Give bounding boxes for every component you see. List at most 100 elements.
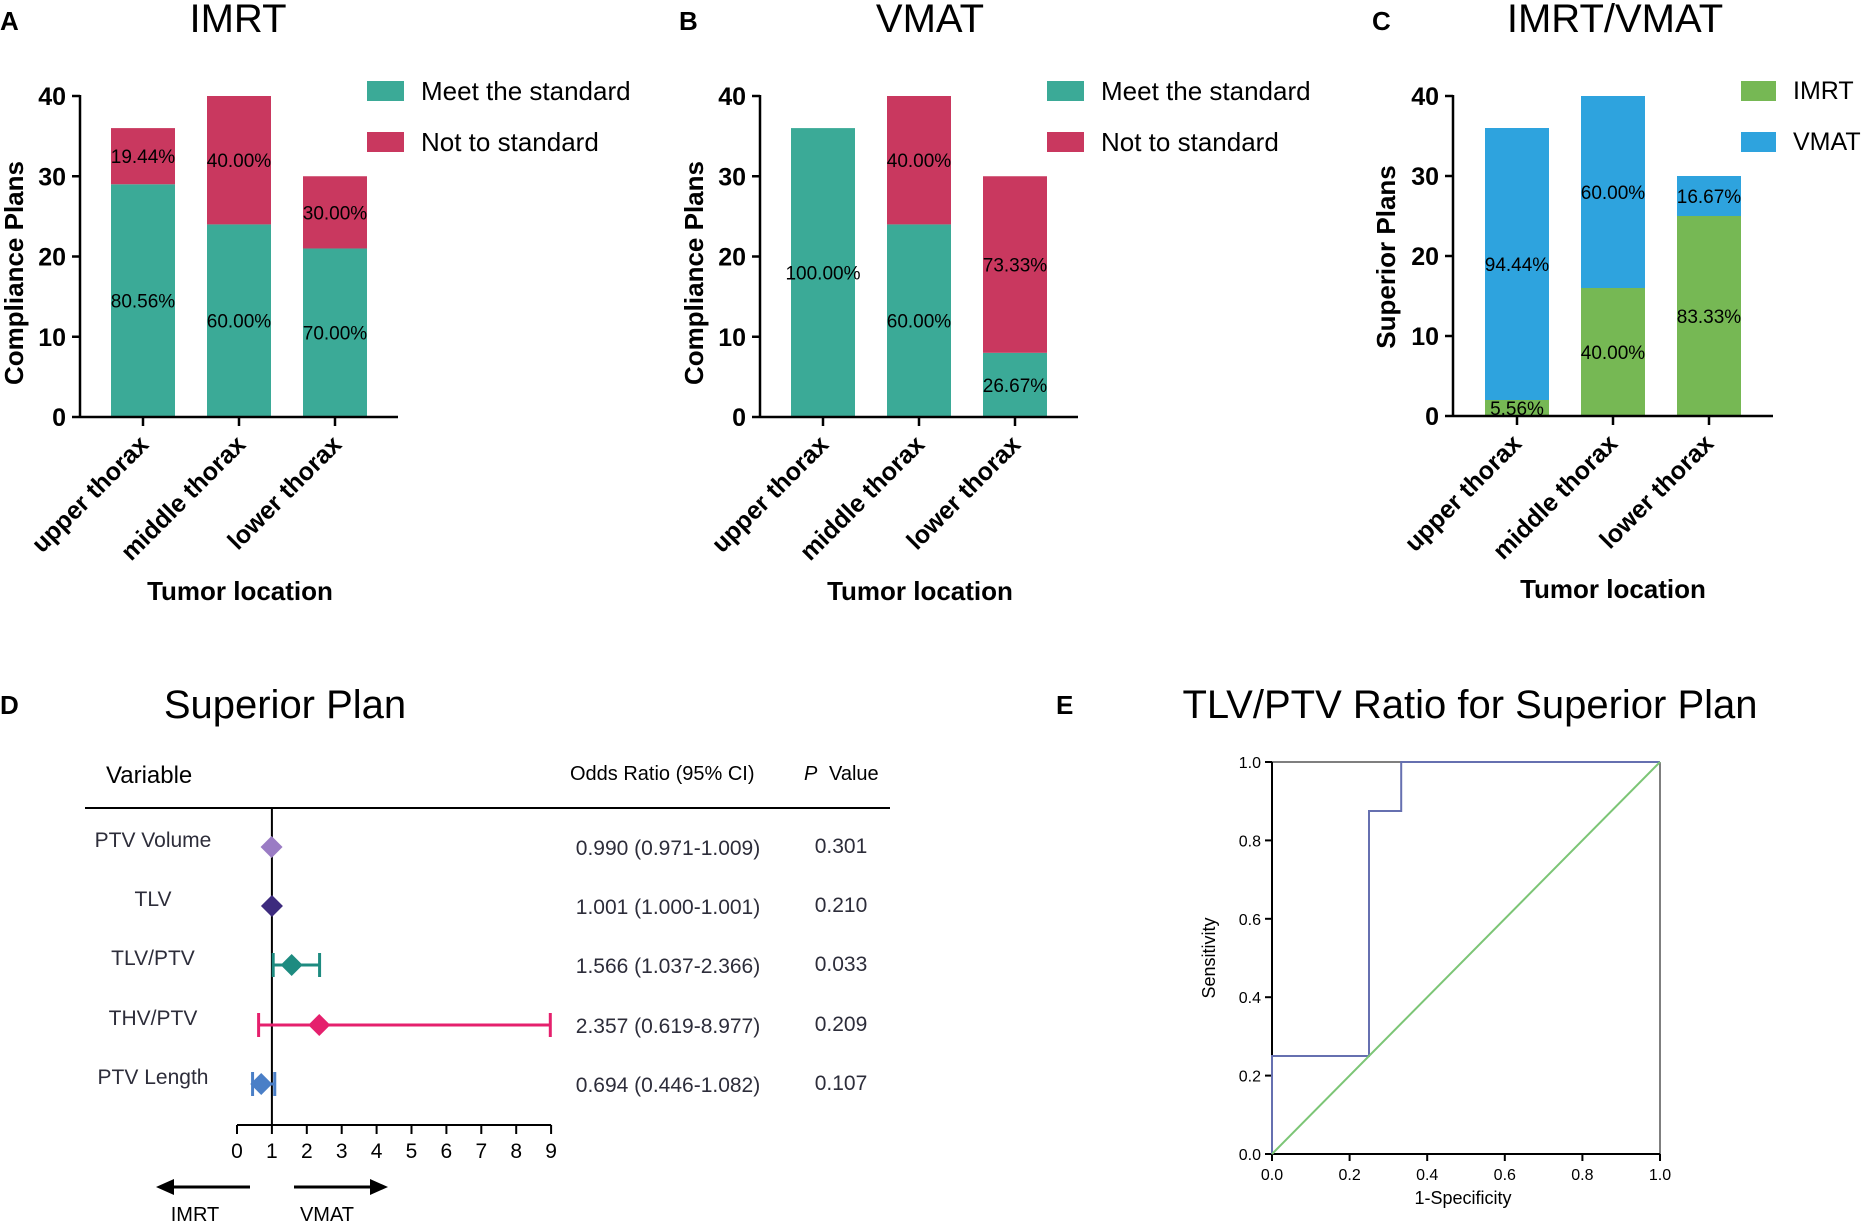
x-axis-label: Tumor location bbox=[827, 576, 1013, 606]
point-estimate bbox=[308, 1014, 331, 1036]
x-tick-label: 1 bbox=[266, 1140, 278, 1163]
chart-title: IMRT/VMAT bbox=[1507, 0, 1723, 41]
odds-ratio-value: 0.990 (0.971-1.009) bbox=[576, 837, 760, 860]
data-label: 5.56% bbox=[1490, 399, 1544, 420]
legend-swatch-meet bbox=[367, 81, 404, 101]
arrow-label-vmat: VMAT bbox=[300, 1204, 354, 1221]
y-axis-label: Superior Plans bbox=[1371, 165, 1401, 349]
p-value: 0.209 bbox=[815, 1013, 868, 1036]
data-label: 73.33% bbox=[983, 256, 1048, 277]
legend-label-vmat: VMAT bbox=[1793, 128, 1861, 156]
bar-not-3 bbox=[303, 176, 367, 249]
x-axis-label: Tumor location bbox=[1520, 574, 1706, 604]
p-value: 0.301 bbox=[815, 835, 868, 858]
bar-meet-2 bbox=[887, 224, 951, 417]
p-value: 0.033 bbox=[815, 953, 868, 976]
data-label: 40.00% bbox=[1581, 343, 1646, 364]
col-header-p: P bbox=[804, 763, 818, 785]
row-label: PTV Length bbox=[98, 1066, 209, 1089]
x-tick-label: 7 bbox=[475, 1140, 487, 1163]
bar-meet-1 bbox=[111, 184, 175, 417]
legend-label-not: Not to standard bbox=[1101, 127, 1279, 157]
x-tick-label: 0.8 bbox=[1571, 1167, 1593, 1184]
data-label: 16.67% bbox=[1677, 187, 1742, 208]
p-value: 0.210 bbox=[815, 894, 868, 917]
bar-not-3 bbox=[983, 176, 1047, 353]
point-estimate bbox=[260, 895, 283, 917]
y-tick-label: 30 bbox=[1411, 163, 1439, 191]
odds-ratio-value: 0.694 (0.446-1.082) bbox=[576, 1074, 760, 1097]
y-axis-label: Compliance Plans bbox=[679, 161, 709, 385]
legend-swatch-imrt bbox=[1741, 81, 1776, 101]
chart-title: IMRT bbox=[189, 0, 286, 41]
x-tick-label: 0.4 bbox=[1416, 1167, 1438, 1184]
y-tick-label: 0.4 bbox=[1239, 990, 1261, 1007]
data-label: 80.56% bbox=[111, 292, 176, 313]
x-tick-label: 5 bbox=[406, 1140, 418, 1163]
col-header-odds-ratio: Odds Ratio (95% CI) bbox=[570, 763, 755, 785]
data-label: 19.44% bbox=[111, 147, 176, 168]
chart-title: VMAT bbox=[876, 0, 984, 41]
x-tick-label: 0.2 bbox=[1338, 1167, 1360, 1184]
x-tick-label: 1.0 bbox=[1649, 1167, 1671, 1184]
legend-label-meet: Meet the standard bbox=[421, 76, 631, 106]
data-label: 60.00% bbox=[207, 312, 272, 333]
x-tick-label: 3 bbox=[336, 1140, 348, 1163]
odds-ratio-value: 1.566 (1.037-2.366) bbox=[576, 955, 760, 978]
point-estimate bbox=[250, 1073, 273, 1095]
bar-vmat-3 bbox=[1677, 176, 1741, 216]
bar-imrt-2 bbox=[1581, 288, 1645, 416]
col-header-value: Value bbox=[829, 763, 879, 785]
legend-swatch-not bbox=[1047, 132, 1084, 152]
bar-not-2 bbox=[207, 96, 271, 225]
point-estimate bbox=[280, 954, 303, 976]
x-tick-label: 0.6 bbox=[1494, 1167, 1516, 1184]
p-value: 0.107 bbox=[815, 1072, 868, 1095]
chart-title: Superior Plan bbox=[164, 683, 406, 727]
x-axis-label: Tumor location bbox=[147, 576, 333, 606]
x-tick-label: 0.0 bbox=[1261, 1167, 1283, 1184]
data-label: 70.00% bbox=[303, 324, 368, 345]
x-tick-label: 6 bbox=[441, 1140, 453, 1163]
y-tick-label: 10 bbox=[38, 324, 66, 352]
reference-diagonal bbox=[1271, 761, 1661, 1155]
y-tick-label: 0 bbox=[732, 404, 746, 432]
bar-not-2 bbox=[887, 96, 951, 225]
data-label: 60.00% bbox=[887, 312, 952, 333]
y-tick-label: 0.2 bbox=[1239, 1069, 1261, 1086]
bar-meet-3 bbox=[303, 248, 367, 417]
panel-letter-d: D bbox=[0, 690, 19, 720]
y-tick-label: 40 bbox=[718, 83, 746, 111]
data-label: 100.00% bbox=[785, 264, 860, 285]
panel-letter-a: A bbox=[0, 6, 19, 36]
data-label: 60.00% bbox=[1581, 183, 1646, 204]
bar-imrt-3 bbox=[1677, 216, 1741, 416]
panel-d: D Superior Plan Variable Odds Ratio (95%… bbox=[0, 683, 890, 1221]
y-tick-label: 20 bbox=[1411, 243, 1439, 271]
odds-ratio-value: 2.357 (0.619-8.977) bbox=[576, 1015, 760, 1038]
y-tick-label: 20 bbox=[38, 244, 66, 272]
panel-letter-b: B bbox=[679, 6, 698, 36]
point-estimate bbox=[260, 836, 283, 858]
data-label: 94.44% bbox=[1485, 255, 1550, 276]
x-tick-label: 4 bbox=[371, 1140, 383, 1163]
y-tick-label: 0.6 bbox=[1239, 912, 1261, 929]
x-tick-label: 0 bbox=[231, 1140, 243, 1163]
arrow-label-imrt: IMRT bbox=[171, 1204, 220, 1221]
bar-not-1 bbox=[111, 128, 175, 185]
y-tick-label: 30 bbox=[718, 163, 746, 191]
legend-swatch-vmat bbox=[1741, 132, 1776, 152]
legend-swatch-meet bbox=[1047, 81, 1084, 101]
y-tick-label: 10 bbox=[1411, 323, 1439, 351]
panel-e: E TLV/PTV Ratio for Superior Plan 1-Spec… bbox=[1056, 683, 1758, 1208]
data-label: 83.33% bbox=[1677, 307, 1742, 328]
row-label: TLV bbox=[135, 888, 172, 911]
y-axis-label: Sensitivity bbox=[1199, 917, 1219, 998]
row-label: THV/PTV bbox=[109, 1007, 198, 1030]
data-label: 40.00% bbox=[887, 151, 952, 172]
x-tick-label: 9 bbox=[545, 1140, 557, 1163]
y-tick-label: 30 bbox=[38, 163, 66, 191]
y-tick-label: 1.0 bbox=[1239, 755, 1261, 772]
data-label: 30.00% bbox=[303, 203, 368, 224]
y-tick-label: 10 bbox=[718, 324, 746, 352]
